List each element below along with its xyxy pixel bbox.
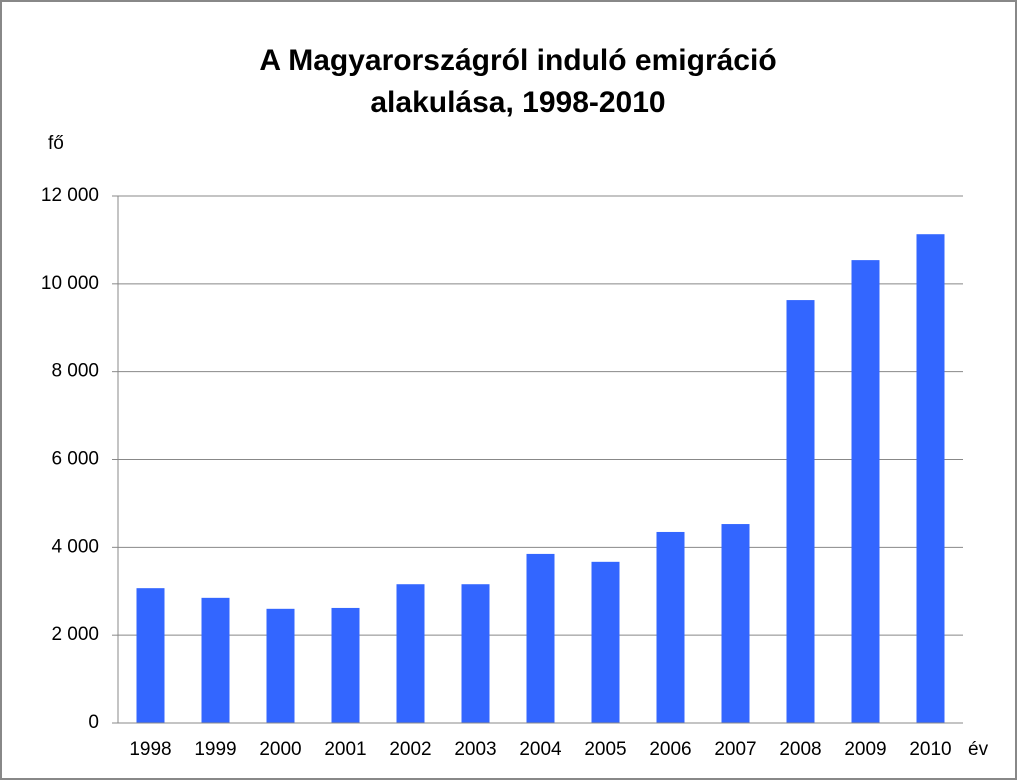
x-tick-label: 2010 (909, 739, 951, 760)
y-tick-label: 4 000 (51, 536, 99, 557)
bar (721, 524, 750, 723)
y-tick-label: 0 (88, 712, 99, 733)
y-tick-label: 10 000 (41, 273, 99, 294)
bar (331, 607, 360, 723)
bar (526, 553, 555, 723)
bar (916, 234, 945, 723)
y-axis-label: fő (48, 133, 64, 154)
bar (461, 584, 490, 723)
bar (266, 608, 295, 723)
x-tick-label: 2005 (584, 739, 626, 760)
x-tick-label: 2006 (649, 739, 691, 760)
bar (786, 300, 815, 723)
x-tick-label: 2009 (844, 739, 886, 760)
x-axis-label: év (968, 739, 989, 760)
y-tick-label: 6 000 (51, 449, 99, 470)
x-tick-label: 1999 (194, 739, 236, 760)
y-tick-label: 2 000 (51, 624, 99, 645)
x-tick-label: 2003 (454, 739, 496, 760)
bar (656, 531, 685, 723)
bar (136, 588, 165, 723)
x-tick-label: 2008 (779, 739, 821, 760)
bar (396, 584, 425, 723)
y-tick-label: 12 000 (41, 185, 99, 206)
chart-title: A Magyarországról induló emigráció (259, 44, 776, 77)
bar (591, 561, 620, 723)
y-tick-label: 8 000 (51, 361, 99, 382)
x-tick-label: 2002 (389, 739, 431, 760)
x-tick-label: 2004 (519, 739, 562, 760)
bar (851, 260, 880, 723)
bar (201, 597, 230, 723)
x-tick-label: 2007 (714, 739, 756, 760)
chart-title: alakulása, 1998-2010 (370, 86, 665, 119)
x-tick-label: 1998 (129, 739, 171, 760)
x-tick-label: 2001 (324, 739, 366, 760)
x-tick-label: 2000 (259, 739, 301, 760)
